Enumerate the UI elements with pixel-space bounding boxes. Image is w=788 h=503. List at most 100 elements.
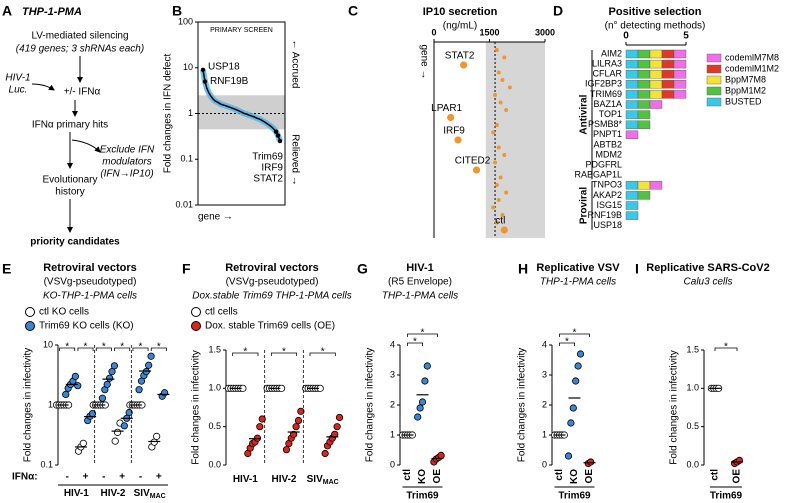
category-label: AIM2 (601, 48, 622, 58)
significance-label: * (120, 342, 124, 353)
x-tick-label: - (139, 472, 142, 483)
group-label-sub: MAC (150, 493, 166, 500)
panel-title: THP-1-PMA cells (382, 291, 458, 302)
category-label: PSMB8* (588, 119, 623, 129)
data-point (290, 430, 298, 438)
y-tick-label: 1 (188, 108, 193, 118)
group-label-sub: MAC (323, 479, 339, 486)
point-label: LPAR1 (431, 103, 462, 114)
point (447, 113, 455, 122)
significance-bracket (559, 342, 575, 346)
data-point (110, 362, 119, 370)
y-tick-label: 4 (542, 339, 547, 349)
threshold-band (485, 42, 545, 238)
category-label: TNPO3 (592, 180, 622, 190)
data-point (567, 419, 575, 427)
x-tick-label: 0 (623, 31, 629, 42)
bar-segment (637, 120, 651, 129)
group-label: SIVMAC (307, 474, 339, 486)
y-tick-label: 10 (183, 62, 193, 72)
point (500, 226, 508, 234)
bar-segment (649, 59, 663, 69)
legend-label: Dox. stable Trim69 cells (OE) (205, 321, 335, 332)
legend-label: Trim69 KO cells (KO) (39, 321, 134, 332)
category-label: CFLAR (592, 69, 622, 79)
annotation: RNF19B (210, 76, 249, 87)
bar-segment (673, 59, 687, 69)
category-label: RNF19B (587, 210, 622, 220)
significance-label: * (565, 337, 569, 348)
point (504, 108, 509, 112)
panel-title: Replicative VSV (536, 262, 620, 274)
point (460, 61, 468, 69)
category-label: ABTB2 (593, 139, 622, 149)
point (496, 145, 501, 150)
bar-segment (637, 69, 651, 79)
significance-label: * (243, 347, 247, 358)
bar-segment (661, 59, 675, 69)
x-tick-label: 0 (431, 27, 436, 37)
bar-segment (649, 181, 663, 190)
bar-segment (637, 80, 651, 89)
data-point (256, 423, 264, 431)
category-label: RABGAP1L (574, 170, 622, 180)
highlight-point (275, 133, 281, 138)
bar-segment (637, 181, 651, 190)
significance-label: * (139, 342, 143, 353)
y-tick-label: 0.1 (40, 459, 53, 469)
panel-title: Retroviral vectors (225, 262, 319, 274)
y-tick-label: 4 (390, 339, 395, 349)
treatment: +/- IFNα (64, 87, 101, 98)
legend-marker (25, 307, 35, 317)
group-label: HIV-1 (64, 488, 89, 499)
data-point (335, 413, 344, 422)
legend-marker (191, 307, 201, 317)
significance-label: * (282, 347, 286, 358)
data-point (147, 352, 155, 360)
y-tick-label: 0.1 (180, 154, 193, 164)
significance-bracket (95, 347, 112, 351)
data-point (576, 350, 585, 358)
significance-bracket (407, 333, 438, 337)
side-label: ← Accrued (289, 40, 300, 89)
result: priority candidates (30, 237, 120, 248)
bar-segment (637, 49, 651, 59)
x-tick-label: + (83, 472, 89, 483)
highlight-point (273, 129, 279, 134)
y-tick-label: 1.0 (686, 383, 699, 393)
point (507, 85, 512, 90)
category-label: PNPT1 (593, 129, 622, 139)
legend-swatch (706, 86, 722, 96)
data-point (564, 452, 573, 460)
significance-label: * (573, 328, 577, 339)
hits: IFNα primary hits (32, 120, 108, 131)
legend-swatch (706, 53, 722, 63)
category-label: TRIM69 (590, 89, 622, 99)
bar-segment (625, 120, 639, 129)
group-label-main: HIV-2 (100, 488, 125, 499)
data-point (98, 394, 107, 402)
data-point (414, 413, 422, 421)
bar-segment (625, 181, 639, 190)
point (498, 175, 503, 180)
plot-title: PRIMARY SCREEN (210, 27, 273, 34)
x-axis-label: Trim69 (558, 491, 591, 502)
plot-subtitle: (n° detecting methods) (605, 21, 706, 32)
panel-title: (R5 Envelope) (388, 277, 452, 288)
group-label: HIV-2 (100, 488, 125, 499)
x-tick-label: - (65, 472, 68, 483)
significance-label: * (321, 347, 325, 358)
data-point (135, 386, 143, 394)
data-point (587, 458, 595, 466)
legend-label: codemlM7M8 (725, 52, 779, 62)
y-tick-label: 1.0 (208, 383, 221, 393)
y-axis-label: Fold changes in infectivity (669, 350, 680, 465)
significance-label: * (102, 342, 106, 353)
panel-letter: F (182, 261, 191, 277)
x-tick-label: OE (732, 469, 743, 484)
data-point (421, 377, 429, 385)
significance-bracket (77, 347, 94, 351)
significance-label: * (413, 337, 417, 348)
x-axis-label: Trim69 (710, 491, 743, 502)
panel-title: (VSVg-pseudotyped) (44, 277, 137, 288)
